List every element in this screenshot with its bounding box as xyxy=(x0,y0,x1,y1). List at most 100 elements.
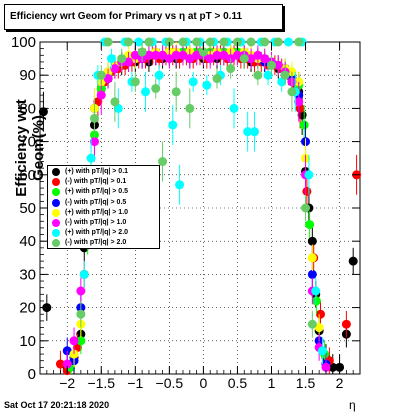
legend-entry: (+) with pT/|q| > 2.0 xyxy=(48,228,161,238)
y-tick-label: 10 xyxy=(19,333,36,350)
data-point xyxy=(307,319,317,329)
data-point xyxy=(86,153,96,163)
legend-entry: (-) with pT/|q| > 2.0 xyxy=(48,238,161,248)
x-tick-label: −1.5 xyxy=(87,375,115,391)
legend-marker xyxy=(52,229,60,238)
data-point xyxy=(232,50,242,60)
data-point xyxy=(113,103,123,113)
data-point xyxy=(103,37,113,47)
data-point xyxy=(314,323,324,333)
data-point xyxy=(188,77,198,87)
data-point xyxy=(137,47,147,57)
data-point xyxy=(307,253,317,263)
data-point xyxy=(72,342,82,352)
data-point xyxy=(154,70,164,80)
x-axis-label: η xyxy=(349,398,356,412)
data-point xyxy=(62,359,72,369)
y-tick-label: 70 xyxy=(19,134,36,151)
data-point xyxy=(266,60,276,70)
data-point xyxy=(239,54,249,64)
legend-label: (+) with pT/|q| > 1.0 xyxy=(65,208,129,216)
data-point xyxy=(301,203,311,213)
data-point xyxy=(141,87,151,97)
data-point xyxy=(219,50,229,60)
data-point xyxy=(158,50,168,60)
legend-marker xyxy=(52,208,60,217)
data-point xyxy=(171,50,181,60)
data-point xyxy=(124,37,134,47)
data-point xyxy=(246,54,256,64)
y-tick-label: 20 xyxy=(19,300,36,317)
data-point xyxy=(79,269,89,279)
data-point xyxy=(110,97,120,107)
data-point xyxy=(316,309,326,319)
data-point xyxy=(76,336,86,346)
data-point xyxy=(311,296,321,306)
data-point xyxy=(205,54,215,64)
data-point xyxy=(144,37,154,47)
data-point xyxy=(341,319,351,329)
data-point xyxy=(229,103,239,113)
data-point xyxy=(171,87,181,97)
chart-title: Efficiency wrt Geom for Primary vs η at … xyxy=(4,4,283,30)
data-point xyxy=(151,83,161,93)
data-point xyxy=(287,87,297,97)
data-point xyxy=(76,286,86,296)
data-point xyxy=(212,74,222,84)
data-point xyxy=(307,236,317,246)
x-tick-label: −1 xyxy=(127,375,143,391)
x-tick-label: 1 xyxy=(268,375,276,391)
legend-label: (-) with pT/|q| > 1.0 xyxy=(65,219,127,226)
y-axis-label: Efficiency wrt Geom(%) xyxy=(13,99,47,197)
data-point xyxy=(38,107,48,117)
data-point xyxy=(260,54,270,64)
data-point xyxy=(198,47,208,57)
data-point xyxy=(302,186,312,196)
y-tick-label: 80 xyxy=(19,100,36,117)
y-tick-label: 60 xyxy=(19,167,36,184)
data-point xyxy=(294,37,304,47)
legend-marker xyxy=(52,168,60,176)
y-tick-label: 30 xyxy=(19,266,36,283)
data-point xyxy=(175,180,185,190)
legend: (+) with pT/|q| > 0.1 (-) with pT/|q| > 0… xyxy=(47,165,160,249)
data-point xyxy=(299,120,309,130)
data-point xyxy=(110,64,120,74)
data-point xyxy=(328,362,338,372)
data-point xyxy=(96,70,106,80)
data-point xyxy=(226,64,236,74)
data-point xyxy=(273,60,283,70)
data-point xyxy=(263,70,273,80)
data-point xyxy=(280,70,290,80)
y-tick-label: 100 xyxy=(11,34,36,51)
data-point xyxy=(311,286,321,296)
data-point xyxy=(253,50,263,60)
data-point xyxy=(164,54,174,64)
data-point xyxy=(305,220,315,230)
legend-marker xyxy=(52,219,60,227)
legend-label: (-) with pT/|q| > 2.0 xyxy=(65,239,127,247)
legend-entry: (+) with pT/|q| > 1.0 xyxy=(48,208,161,218)
data-point xyxy=(151,50,161,60)
data-point xyxy=(124,57,134,67)
data-point xyxy=(130,77,140,87)
data-point xyxy=(260,37,270,47)
data-point xyxy=(76,309,86,319)
data-point xyxy=(294,97,304,107)
data-point xyxy=(219,37,229,47)
legend-label: (-) with pT/|q| > 0.5 xyxy=(65,198,127,206)
x-tick-label: 1.5 xyxy=(296,375,316,391)
data-point xyxy=(55,359,65,369)
legend-marker xyxy=(52,198,60,207)
legend-entry: (+) with pT/|q| > 0.1 xyxy=(48,167,161,177)
legend-entry: (-) with pT/|q| > 0.1 xyxy=(48,177,161,187)
legend-label: (+) with pT/|q| > 0.1 xyxy=(65,168,129,175)
data-point xyxy=(243,127,253,137)
data-point xyxy=(144,50,154,60)
data-point xyxy=(185,54,195,64)
x-tick-label: −2 xyxy=(59,375,75,391)
x-tick-label: −0.5 xyxy=(156,375,184,391)
data-point xyxy=(246,37,256,47)
data-point xyxy=(117,54,127,64)
legend-label: (+) with pT/|q| > 2.0 xyxy=(65,229,129,237)
